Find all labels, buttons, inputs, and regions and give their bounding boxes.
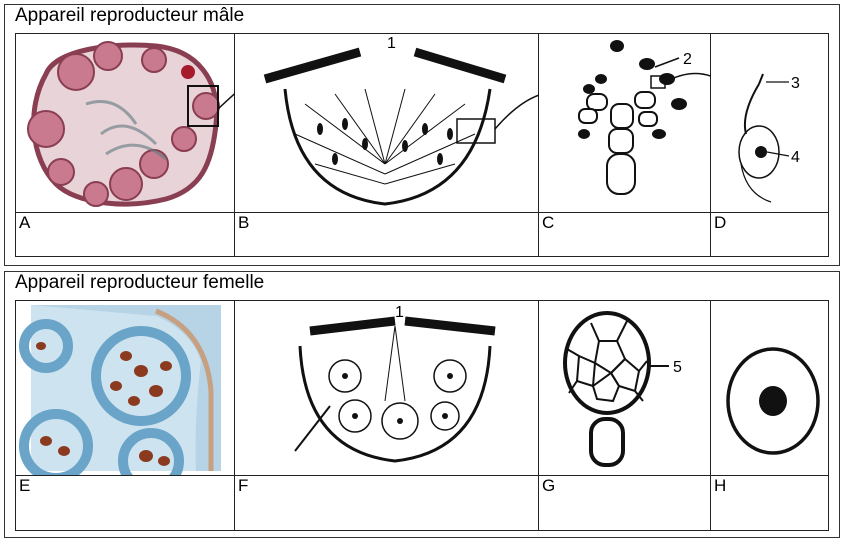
panel-f-label-row: F xyxy=(235,475,538,530)
antherozoid-drawing: 3 4 xyxy=(738,73,800,203)
panel-e: E xyxy=(16,301,235,530)
panel-h: H xyxy=(711,301,828,530)
panel-letter-e: E xyxy=(19,476,31,495)
label-2: 2 xyxy=(683,51,692,68)
panel-g-label-row: G xyxy=(539,475,710,530)
panel-b: 1 B xyxy=(235,34,539,256)
oosphere-drawing xyxy=(726,347,820,455)
antheridial-branch-drawing: 2 xyxy=(578,40,711,195)
male-conceptacle-drawing: 1 xyxy=(263,35,539,206)
panel-letter-h: H xyxy=(714,476,727,495)
panel-c-label-row: C xyxy=(539,212,710,256)
panel-e-label-row: E xyxy=(16,475,234,530)
label-3: 3 xyxy=(791,75,800,92)
male-section: Appareil reproducteur mâle A xyxy=(4,4,840,266)
panel-letter-f: F xyxy=(238,476,249,495)
female-conceptacle-drawing: 1 xyxy=(294,304,496,463)
panel-a-label-row: A xyxy=(16,212,234,256)
female-panel-grid: E 1 F xyxy=(15,300,829,531)
female-section-title: Appareil reproducteur femelle xyxy=(15,272,265,293)
panel-b-label-row: B xyxy=(235,212,538,256)
label-1-male: 1 xyxy=(387,35,396,52)
label-4: 4 xyxy=(791,149,800,166)
oogonium-drawing: 5 xyxy=(563,311,682,467)
panel-d-label-row: D xyxy=(711,212,828,256)
panel-f: 1 F xyxy=(235,301,539,530)
male-thallus-section-photo xyxy=(27,41,235,207)
panel-letter-b: B xyxy=(238,213,250,232)
label-1-female: 1 xyxy=(395,304,404,321)
panel-letter-d: D xyxy=(714,213,727,232)
panel-letter-g: G xyxy=(542,476,556,495)
panel-g: 5 G xyxy=(539,301,711,530)
panel-c: 2 C xyxy=(539,34,711,256)
panel-letter-c: C xyxy=(542,213,555,232)
panel-h-label-row: H xyxy=(711,475,828,530)
panel-d: 3 4 D xyxy=(711,34,828,256)
male-section-title: Appareil reproducteur mâle xyxy=(15,5,245,26)
panel-a: A xyxy=(16,34,235,256)
female-thallus-section-photo xyxy=(19,305,221,475)
label-5: 5 xyxy=(673,359,682,376)
female-section: Appareil reproducteur femelle xyxy=(4,271,840,538)
panel-letter-a: A xyxy=(19,213,31,232)
male-panel-grid: A 1 xyxy=(15,33,829,257)
